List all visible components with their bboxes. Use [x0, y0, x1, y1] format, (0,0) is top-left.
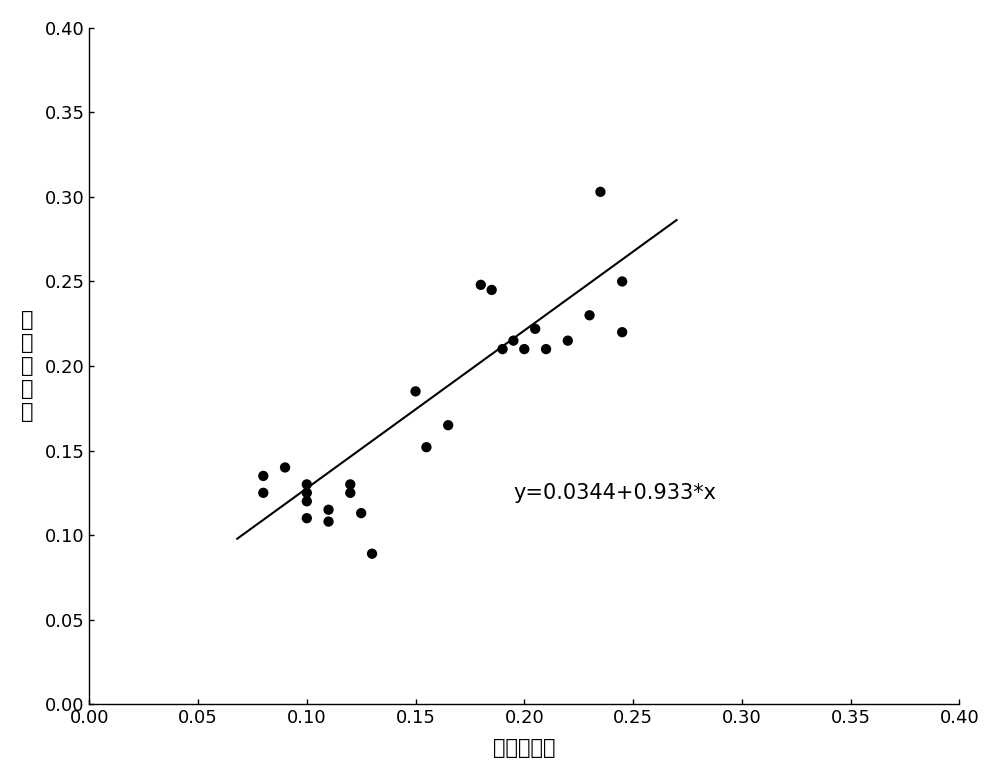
Point [299, 478, 315, 491]
Point [277, 461, 293, 474]
Point [364, 548, 380, 560]
Point [321, 516, 337, 528]
Point [560, 334, 576, 347]
Point [484, 284, 500, 296]
Point [342, 478, 358, 491]
Point [516, 343, 532, 355]
Point [299, 512, 315, 524]
Point [299, 487, 315, 499]
Point [505, 334, 521, 347]
Point [299, 495, 315, 507]
Point [342, 487, 358, 499]
Point [418, 441, 434, 453]
Point [582, 309, 598, 322]
Point [538, 343, 554, 355]
Point [527, 323, 543, 335]
X-axis label: 一次采收率: 一次采收率 [493, 738, 556, 758]
Point [408, 385, 424, 397]
Point [614, 275, 630, 287]
Point [321, 503, 337, 516]
Point [255, 470, 271, 482]
Y-axis label: 马
氏
采
收
率: 马 氏 采 收 率 [21, 309, 33, 422]
Point [614, 326, 630, 338]
Point [353, 507, 369, 520]
Point [495, 343, 511, 355]
Text: y=0.0344+0.933*x: y=0.0344+0.933*x [513, 483, 716, 502]
Point [440, 419, 456, 432]
Point [592, 185, 608, 198]
Point [473, 279, 489, 291]
Point [255, 487, 271, 499]
